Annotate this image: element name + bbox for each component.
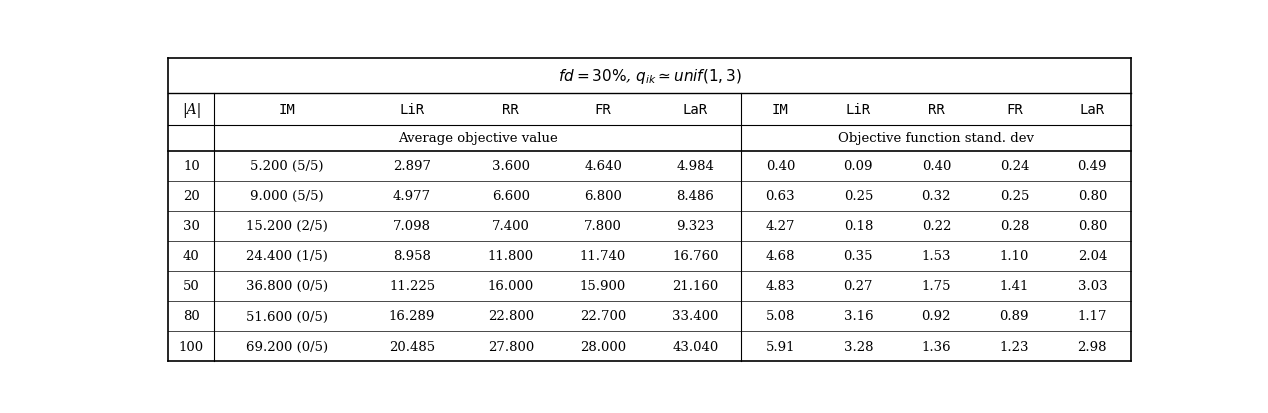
Text: 22.800: 22.800 bbox=[488, 310, 534, 323]
Text: 9.000 (5/5): 9.000 (5/5) bbox=[250, 190, 323, 203]
Text: 0.25: 0.25 bbox=[999, 190, 1030, 203]
Text: IM: IM bbox=[279, 103, 295, 117]
Text: FR: FR bbox=[1006, 103, 1023, 117]
Text: 2.04: 2.04 bbox=[1078, 250, 1107, 263]
Text: 0.28: 0.28 bbox=[999, 220, 1030, 233]
Text: RR: RR bbox=[928, 103, 945, 117]
Text: 0.25: 0.25 bbox=[843, 190, 874, 203]
Text: 16.000: 16.000 bbox=[488, 280, 534, 293]
Text: 4.977: 4.977 bbox=[393, 190, 431, 203]
Text: 7.400: 7.400 bbox=[492, 220, 530, 233]
Text: $fd = 30\%$, $q_{ik} \simeq unif(1,3)$: $fd = 30\%$, $q_{ik} \simeq unif(1,3)$ bbox=[558, 67, 742, 86]
Text: 15.200 (2/5): 15.200 (2/5) bbox=[246, 220, 328, 233]
Text: 0.49: 0.49 bbox=[1078, 160, 1107, 173]
Text: 8.958: 8.958 bbox=[393, 250, 431, 263]
Text: 11.800: 11.800 bbox=[488, 250, 534, 263]
Text: 30: 30 bbox=[183, 220, 200, 233]
Text: 4.68: 4.68 bbox=[766, 250, 795, 263]
Text: 5.08: 5.08 bbox=[766, 310, 795, 323]
Text: 43.040: 43.040 bbox=[672, 340, 719, 353]
Text: 5.200 (5/5): 5.200 (5/5) bbox=[250, 160, 323, 173]
Text: 0.18: 0.18 bbox=[843, 220, 874, 233]
Text: 10: 10 bbox=[183, 160, 200, 173]
Text: 0.40: 0.40 bbox=[766, 160, 795, 173]
Text: 1.41: 1.41 bbox=[999, 280, 1030, 293]
Text: 40: 40 bbox=[183, 250, 200, 263]
Text: 21.160: 21.160 bbox=[672, 280, 719, 293]
Text: 0.27: 0.27 bbox=[843, 280, 874, 293]
Text: 8.486: 8.486 bbox=[676, 190, 714, 203]
Text: Average objective value: Average objective value bbox=[398, 132, 558, 145]
Text: 0.80: 0.80 bbox=[1078, 190, 1107, 203]
Text: 6.800: 6.800 bbox=[585, 190, 623, 203]
Text: LiR: LiR bbox=[399, 103, 425, 117]
Text: LaR: LaR bbox=[682, 103, 708, 117]
Text: 0.92: 0.92 bbox=[922, 310, 951, 323]
Text: 5.91: 5.91 bbox=[766, 340, 795, 353]
Text: 16.760: 16.760 bbox=[672, 250, 719, 263]
Text: 7.098: 7.098 bbox=[393, 220, 431, 233]
Text: LiR: LiR bbox=[846, 103, 871, 117]
Text: 20.485: 20.485 bbox=[389, 340, 435, 353]
Text: 2.98: 2.98 bbox=[1078, 340, 1107, 353]
Text: 80: 80 bbox=[183, 310, 200, 323]
Text: 4.27: 4.27 bbox=[766, 220, 795, 233]
Text: 51.600 (0/5): 51.600 (0/5) bbox=[246, 310, 328, 323]
Text: 4.640: 4.640 bbox=[585, 160, 623, 173]
Text: RR: RR bbox=[502, 103, 519, 117]
Text: IM: IM bbox=[772, 103, 789, 117]
Text: 20: 20 bbox=[183, 190, 200, 203]
Text: 16.289: 16.289 bbox=[389, 310, 435, 323]
Text: 15.900: 15.900 bbox=[579, 280, 626, 293]
Text: 28.000: 28.000 bbox=[579, 340, 626, 353]
Text: FR: FR bbox=[595, 103, 611, 117]
Text: |A|: |A| bbox=[181, 102, 202, 117]
Text: 1.17: 1.17 bbox=[1078, 310, 1107, 323]
Text: 1.75: 1.75 bbox=[922, 280, 951, 293]
Text: 6.600: 6.600 bbox=[492, 190, 530, 203]
Text: 27.800: 27.800 bbox=[488, 340, 534, 353]
Text: 0.40: 0.40 bbox=[922, 160, 951, 173]
Text: 1.23: 1.23 bbox=[999, 340, 1030, 353]
Text: LaR: LaR bbox=[1080, 103, 1104, 117]
Text: 22.700: 22.700 bbox=[579, 310, 626, 323]
Text: 11.740: 11.740 bbox=[579, 250, 626, 263]
Text: 69.200 (0/5): 69.200 (0/5) bbox=[246, 340, 328, 353]
Text: 36.800 (0/5): 36.800 (0/5) bbox=[246, 280, 328, 293]
Text: 4.83: 4.83 bbox=[766, 280, 795, 293]
Text: 2.897: 2.897 bbox=[393, 160, 431, 173]
Text: 9.323: 9.323 bbox=[676, 220, 714, 233]
Text: 1.53: 1.53 bbox=[922, 250, 951, 263]
Text: 0.63: 0.63 bbox=[766, 190, 795, 203]
Text: 0.22: 0.22 bbox=[922, 220, 951, 233]
Text: 0.35: 0.35 bbox=[843, 250, 874, 263]
Text: 1.36: 1.36 bbox=[922, 340, 951, 353]
Text: 1.10: 1.10 bbox=[999, 250, 1030, 263]
Text: 7.800: 7.800 bbox=[585, 220, 623, 233]
Text: Objective function stand. dev: Objective function stand. dev bbox=[838, 132, 1035, 145]
Text: 33.400: 33.400 bbox=[672, 310, 719, 323]
Text: 100: 100 bbox=[179, 340, 204, 353]
Text: 3.600: 3.600 bbox=[492, 160, 530, 173]
Text: 3.16: 3.16 bbox=[843, 310, 874, 323]
Text: 0.80: 0.80 bbox=[1078, 220, 1107, 233]
Text: 0.32: 0.32 bbox=[922, 190, 951, 203]
Text: 0.24: 0.24 bbox=[999, 160, 1030, 173]
Text: 24.400 (1/5): 24.400 (1/5) bbox=[246, 250, 328, 263]
Text: 3.28: 3.28 bbox=[843, 340, 874, 353]
Text: 0.89: 0.89 bbox=[999, 310, 1030, 323]
Text: 3.03: 3.03 bbox=[1078, 280, 1107, 293]
Text: 50: 50 bbox=[183, 280, 200, 293]
Text: 0.09: 0.09 bbox=[843, 160, 874, 173]
Text: 4.984: 4.984 bbox=[676, 160, 714, 173]
Text: 11.225: 11.225 bbox=[389, 280, 435, 293]
